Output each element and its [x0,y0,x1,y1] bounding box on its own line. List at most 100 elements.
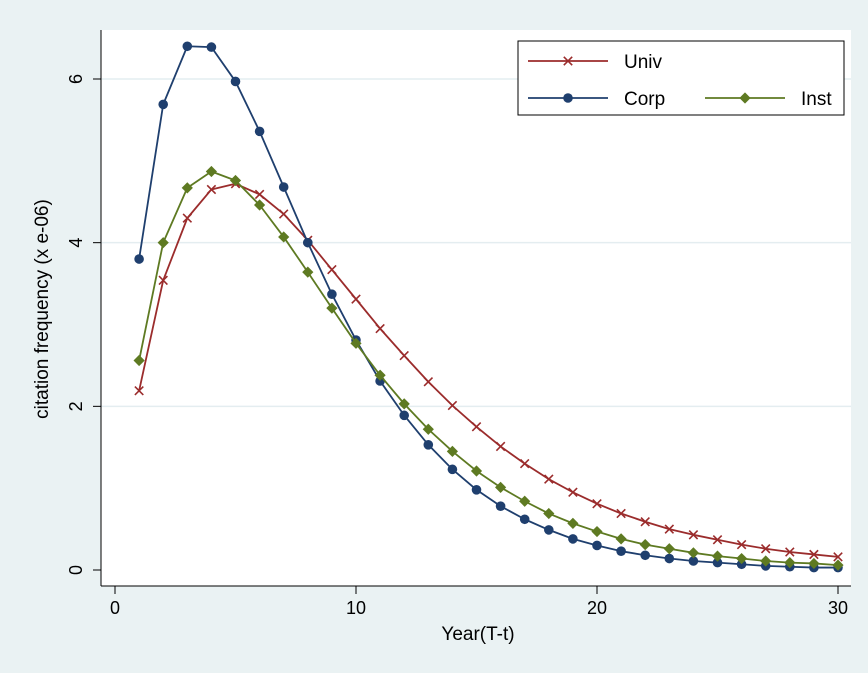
point-inst-15 [470,465,483,477]
point-corp-18 [544,525,554,535]
point-univ-24 [688,530,699,540]
point-inst-27 [760,555,772,567]
point-inst-16 [495,481,507,493]
legend-marker-univ [563,56,573,66]
point-corp-15 [471,485,482,495]
point-univ-27 [760,543,771,554]
series-inst [133,165,844,571]
point-corp-19 [568,534,578,544]
legend-label-univ: Univ [624,52,663,73]
y-tick-label-2: 4 [66,238,86,248]
point-univ-21 [616,508,626,519]
point-univ-10 [351,294,361,304]
point-inst-17 [519,495,531,507]
point-univ-29 [809,549,819,560]
y-tick-label-3: 6 [66,74,86,84]
point-inst-10 [350,337,362,349]
y-tick-label-0: 0 [66,565,86,575]
x-tick-label-2: 20 [587,598,607,618]
point-inst-2 [157,237,169,249]
point-univ-6 [254,189,265,200]
point-inst-5 [229,174,242,187]
point-corp-22 [640,550,650,561]
y-tick-label-1: 2 [66,401,86,411]
point-univ-7 [278,209,289,219]
point-inst-20 [591,525,603,538]
point-corp-17 [519,514,530,525]
point-inst-14 [446,445,458,457]
point-inst-29 [808,557,820,570]
point-corp-12 [399,410,410,421]
point-inst-13 [422,423,434,435]
point-corp-23 [664,553,675,564]
point-univ-19 [568,487,578,498]
point-corp-1 [134,254,144,264]
point-inst-25 [711,550,724,562]
point-univ-25 [712,534,723,545]
point-univ-23 [664,524,675,534]
point-univ-30 [833,552,843,562]
point-corp-2 [158,99,168,110]
x-axis-title: Year(T-t) [441,624,514,645]
point-corp-7 [278,182,289,192]
point-inst-22 [639,539,651,551]
point-univ-26 [736,539,747,550]
series-layer [133,41,844,573]
x-tick-label-3: 30 [828,598,848,618]
legend: Univ Corp Inst [517,40,845,116]
series-corp [134,41,843,573]
point-inst-24 [687,547,699,559]
x-tick-label-0: 0 [110,598,120,618]
legend-label-inst: Inst [801,89,832,110]
point-univ-15 [471,422,482,432]
legend-entry-corp: Corp [528,89,665,110]
legend-marker-corp [563,93,573,103]
series-univ [134,178,843,562]
point-inst-3 [181,182,193,194]
point-inst-26 [736,552,748,565]
point-corp-24 [688,556,699,566]
point-univ-18 [544,474,554,484]
point-corp-26 [736,559,747,570]
x-tick-label-1: 10 [346,598,366,618]
point-corp-20 [592,540,602,551]
legend-marker-inst [739,92,751,104]
point-corp-21 [616,546,626,556]
point-inst-18 [543,507,555,520]
point-inst-8 [302,266,314,278]
legend-entry-inst: Inst [705,89,832,110]
point-inst-12 [398,398,410,410]
point-corp-25 [712,557,723,568]
point-corp-4 [206,42,217,52]
point-corp-8 [303,237,313,248]
point-inst-23 [663,543,675,555]
axes: 0 2 4 6 0 10 20 30 [66,30,851,618]
point-inst-4 [205,165,217,178]
point-inst-1 [133,354,145,367]
point-corp-16 [495,501,506,511]
point-univ-13 [423,377,434,387]
series-line-univ [138,182,839,558]
point-inst-11 [374,369,386,381]
point-inst-9 [326,302,338,314]
point-univ-16 [495,441,506,452]
point-inst-21 [615,533,627,545]
point-corp-14 [447,464,458,475]
point-univ-2 [158,275,168,286]
point-corp-9 [327,289,337,300]
point-univ-28 [785,547,795,557]
point-univ-1 [134,386,144,396]
point-corp-3 [182,41,193,52]
point-univ-20 [592,498,602,509]
point-corp-6 [254,126,265,137]
point-corp-5 [230,76,241,87]
point-univ-9 [327,264,337,275]
point-inst-28 [784,557,796,569]
point-univ-11 [375,323,385,334]
point-univ-17 [519,458,530,469]
point-inst-7 [278,231,290,243]
y-axis-title: citation frequency (x e-06) [32,199,53,419]
legend-entry-univ: Univ [528,52,663,73]
point-univ-12 [399,350,409,361]
